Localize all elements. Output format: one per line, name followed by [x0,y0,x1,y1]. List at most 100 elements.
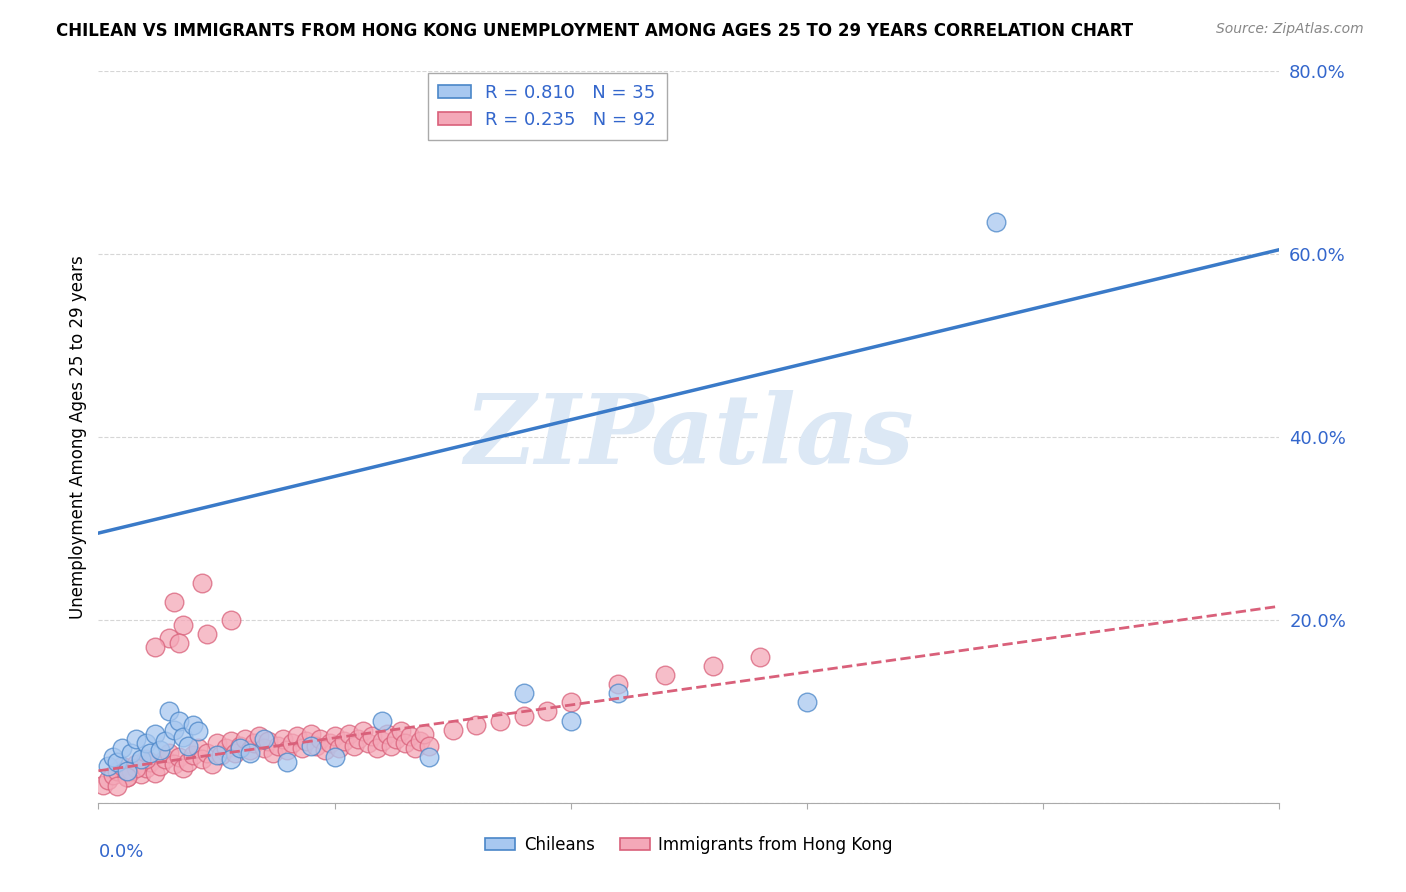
Point [418,750,440,764]
Point [149,759,172,773]
Point [408,733,430,747]
Point [163,723,186,737]
Point [299,727,322,741]
Point [91,778,114,792]
Point [191,752,214,766]
Point [418,739,440,753]
Point [219,752,242,766]
Point [257,733,280,747]
Point [253,731,276,746]
Point [143,765,166,780]
Point [560,714,582,728]
Point [195,626,218,640]
Point [172,761,194,775]
Point [271,731,294,746]
Point [281,736,304,750]
Point [276,743,298,757]
Text: CHILEAN VS IMMIGRANTS FROM HONG KONG UNEMPLOYMENT AMONG AGES 25 TO 29 YEARS CORR: CHILEAN VS IMMIGRANTS FROM HONG KONG UNE… [56,22,1133,40]
Point [295,733,318,747]
Text: ZIPatlas: ZIPatlas [464,390,914,484]
Point [347,731,370,746]
Point [209,748,232,763]
Point [181,748,204,763]
Point [205,736,228,750]
Point [342,739,364,753]
Point [361,729,384,743]
Point [177,739,200,753]
Point [323,750,346,764]
Point [299,739,322,753]
Point [125,761,148,775]
Point [607,686,630,700]
Point [337,727,360,741]
Point [172,730,194,744]
Point [389,724,412,739]
Point [262,746,284,760]
Point [177,755,200,769]
Point [149,743,172,757]
Legend: Chileans, Immigrants from Hong Kong: Chileans, Immigrants from Hong Kong [479,829,898,860]
Point [121,764,143,778]
Point [328,740,350,755]
Point [366,740,388,755]
Point [139,755,162,769]
Point [105,755,128,769]
Point [380,739,402,753]
Point [111,740,134,755]
Point [101,768,124,782]
Point [191,576,214,591]
Point [357,736,380,750]
Point [319,736,342,750]
Text: Source: ZipAtlas.com: Source: ZipAtlas.com [1216,22,1364,37]
Point [167,714,190,728]
Point [654,667,676,681]
Point [201,757,224,772]
Point [115,770,138,784]
Point [167,750,190,764]
Point [129,766,152,780]
Point [153,733,176,747]
Point [413,727,436,741]
Point [157,705,180,719]
Point [247,729,270,743]
Point [205,748,228,763]
Point [143,640,166,655]
Point [172,617,194,632]
Point [984,215,1007,229]
Point [309,731,332,746]
Point [489,714,512,728]
Point [796,695,818,709]
Point [290,740,312,755]
Point [371,714,394,728]
Point [512,709,534,723]
Point [305,739,328,753]
Point [181,718,204,732]
Point [157,746,180,760]
Point [253,740,276,755]
Point [333,733,356,747]
Point [219,733,242,747]
Point [195,746,218,760]
Y-axis label: Unemployment Among Ages 25 to 29 years: Unemployment Among Ages 25 to 29 years [69,255,87,619]
Point [394,736,416,750]
Point [702,658,724,673]
Point [163,594,186,608]
Point [233,731,256,746]
Point [441,723,464,737]
Point [97,772,120,787]
Point [125,731,148,746]
Point [229,740,252,755]
Point [97,759,120,773]
Point [111,759,134,773]
Point [465,718,488,732]
Point [323,729,346,743]
Point [163,757,186,772]
Point [239,746,262,760]
Point [385,731,408,746]
Text: 0.0%: 0.0% [98,843,143,861]
Point [101,750,124,764]
Point [748,649,770,664]
Point [399,729,422,743]
Point [314,743,336,757]
Point [560,695,582,709]
